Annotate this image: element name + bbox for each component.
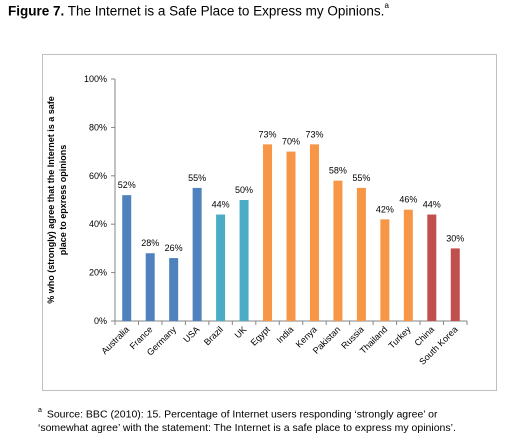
x-tick-label: Egypt: [249, 324, 273, 348]
chart-frame: [42, 54, 497, 391]
y-tick-label: 60%: [89, 171, 107, 181]
data-label: 30%: [446, 233, 464, 243]
data-label: 44%: [212, 200, 230, 210]
data-label: 26%: [165, 243, 183, 253]
footnote-line-2: ‘somewhat agree’ with the statement: The…: [38, 421, 456, 434]
x-tick-label: UK: [233, 324, 249, 340]
figure-title: Figure 7. The Internet is a Safe Place t…: [8, 1, 389, 19]
y-tick-label: 100%: [84, 74, 107, 84]
bar-france: [145, 253, 155, 321]
bar-uk: [239, 200, 249, 321]
figure-title-footnote-mark: a: [384, 1, 389, 10]
y-tick-label: 80%: [89, 122, 107, 132]
bar-brazil: [216, 214, 226, 321]
bar-india: [286, 151, 296, 321]
figure-label: Figure 7.: [8, 3, 65, 19]
bar-usa: [192, 187, 202, 321]
x-tick-label: USA: [181, 324, 201, 344]
footnote: a Source: BBC (2010): 15. Percentage of …: [38, 405, 518, 435]
data-label: 55%: [188, 173, 206, 183]
data-label: 50%: [235, 185, 253, 195]
y-axis-label-line: place to epxress opinions: [58, 145, 68, 256]
bar-turkey: [403, 209, 413, 321]
bar-russia: [356, 187, 366, 321]
data-label: 55%: [352, 173, 370, 183]
data-label: 73%: [305, 129, 323, 139]
y-tick-label: 0%: [94, 316, 107, 326]
bar-china: [427, 214, 437, 321]
bar-germany: [169, 258, 179, 321]
figure-title-text: The Internet is a Safe Place to Express …: [67, 3, 385, 19]
data-label: 44%: [423, 200, 441, 210]
bar-australia: [122, 195, 132, 321]
bar-kenya: [309, 144, 319, 321]
x-tick-label: Australia: [99, 324, 131, 356]
data-label: 52%: [118, 180, 136, 190]
bar-pakistan: [333, 180, 343, 321]
bar-south-korea: [450, 248, 460, 321]
data-label: 58%: [329, 166, 347, 176]
data-label: 73%: [259, 129, 277, 139]
footnote-line-1: a Source: BBC (2010): 15. Percentage of …: [38, 405, 518, 422]
x-tick-label: Brazil: [202, 324, 225, 347]
data-label: 46%: [399, 195, 417, 205]
bar-thailand: [380, 219, 390, 321]
footnote-text-1: Source: BBC (2010): 15. Percentage of In…: [46, 408, 438, 421]
data-label: 28%: [141, 238, 159, 248]
bar-egypt: [263, 144, 273, 321]
x-tick-label: Turkey: [386, 324, 413, 351]
footnote-mark: a: [38, 407, 42, 414]
y-tick-label: 20%: [89, 268, 107, 278]
data-label: 70%: [282, 137, 300, 147]
data-label: 42%: [376, 204, 394, 214]
y-axis-label-line: % who (strongly) agree that the Internet…: [46, 96, 56, 304]
y-tick-label: 40%: [89, 219, 107, 229]
x-tick-label: India: [275, 324, 296, 345]
